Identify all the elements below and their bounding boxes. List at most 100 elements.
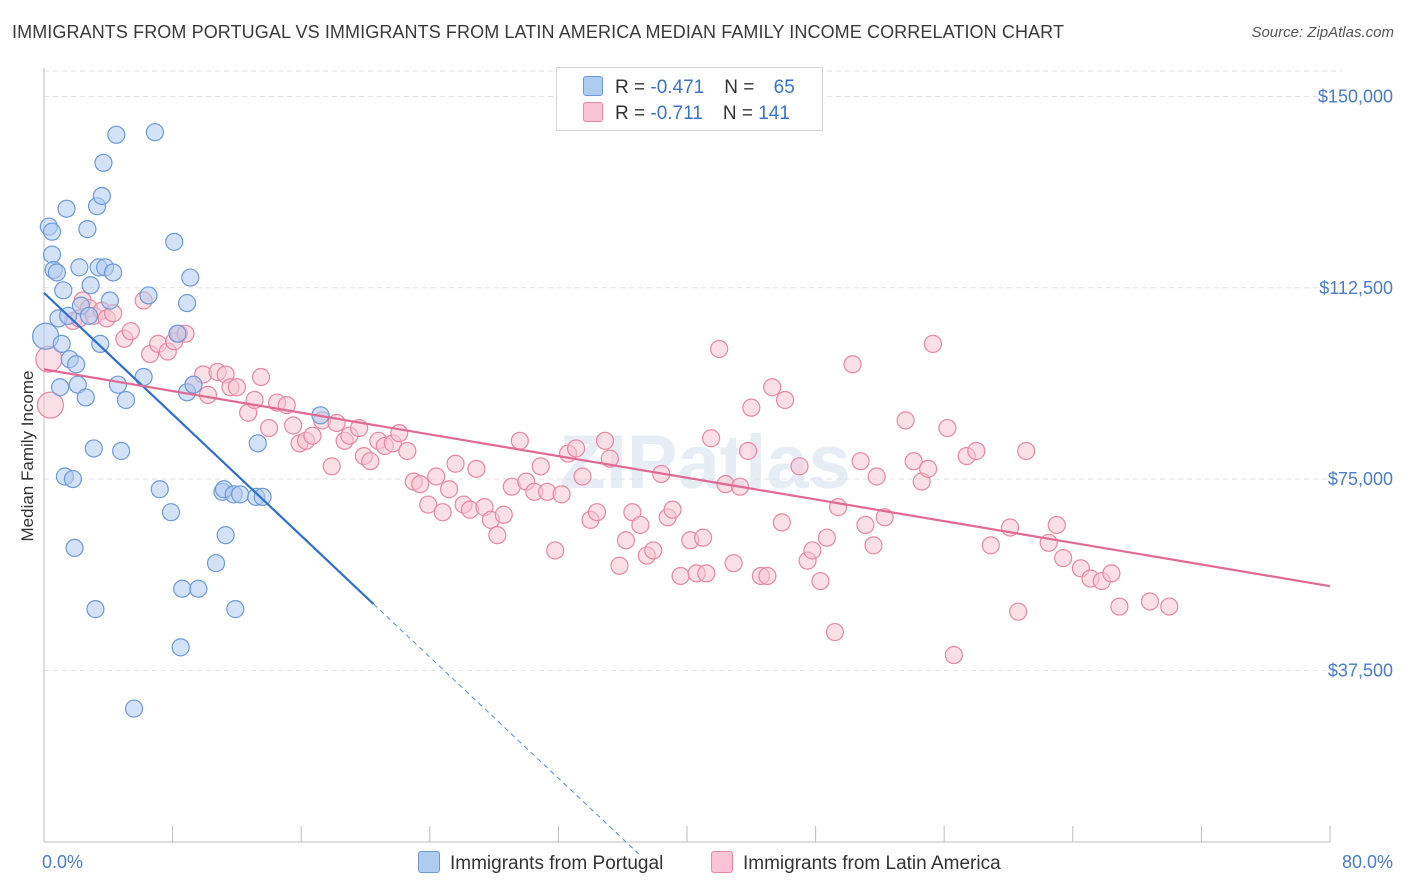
latin-america-point [923, 334, 943, 353]
latin-america-point [587, 503, 607, 522]
portugal-point [139, 286, 158, 305]
portugal-point [78, 220, 97, 239]
portugal-point [189, 579, 208, 598]
latin-america-point [510, 431, 529, 450]
latin-america-point [398, 441, 417, 461]
latin-america-point [1009, 602, 1028, 621]
latin-america-point [710, 339, 729, 359]
trend-lines [43, 292, 1331, 855]
portugal-point [134, 367, 153, 387]
latin-america-point [981, 536, 1000, 555]
series-legend-latin-america[interactable]: Immigrants from Latin America [711, 851, 1001, 875]
latin-america-point [817, 528, 836, 547]
latin-america-point [284, 416, 303, 435]
latin-america-point [875, 508, 894, 527]
latin-america-point [856, 515, 875, 535]
axes [43, 68, 1331, 843]
tick-labels: $37,500 $75,000 $112,500 $150,000 0.0% 80.0% [42, 87, 1393, 873]
latin-america-point [693, 528, 713, 547]
legend-n-label: N = [724, 77, 760, 98]
latin-america-point [600, 449, 619, 468]
series-swatch-latin-america [711, 851, 733, 873]
portugal-trend-extension [373, 603, 640, 855]
y-tick-label: $150,000 [1318, 87, 1393, 107]
latin-america-point [251, 367, 271, 387]
latin-america-point [488, 526, 507, 545]
y-tick-label: $37,500 [1328, 660, 1393, 680]
portugal-point [104, 263, 123, 282]
latin-america-point [790, 457, 809, 476]
portugal-point [84, 439, 103, 458]
latin-america-point [573, 467, 592, 486]
legend-row-latin-america: R = -0.711 N = 141 [583, 102, 790, 126]
latin-america-point [772, 513, 791, 532]
latin-america-point [843, 355, 862, 374]
chart-title: IMMIGRANTS FROM PORTUGAL VS IMMIGRANTS F… [12, 22, 1065, 42]
latin-america-point [944, 645, 963, 665]
y-axis-label: Median Family Income [18, 370, 37, 541]
portugal-point [112, 441, 131, 461]
latin-america-point [446, 454, 465, 473]
portugal-point [86, 600, 105, 619]
legend-n-value: 141 [758, 103, 790, 124]
portugal-point [150, 480, 169, 499]
portugal-point [92, 186, 111, 206]
portugal-point [231, 485, 250, 504]
portugal-point [54, 281, 73, 300]
series-swatch-portugal [418, 851, 440, 873]
portugal-point [184, 375, 203, 394]
latin-america-point [531, 457, 550, 476]
legend-r-value: -0.471 [650, 77, 705, 98]
portugal-point [67, 355, 86, 374]
series-label-portugal: Immigrants from Portugal [450, 853, 664, 874]
latin-america-point [742, 398, 761, 417]
portugal-point [248, 434, 267, 453]
series-legend-portugal[interactable]: Immigrants from Portugal [418, 851, 663, 875]
portugal-point [47, 263, 66, 282]
latin-america-point [1047, 515, 1066, 535]
y-tick-label: $112,500 [1319, 278, 1393, 298]
latin-america-point [811, 571, 830, 591]
latin-america-point [411, 475, 430, 494]
x-tick-label: 80.0% [1342, 852, 1393, 872]
series-legend: Immigrants from Portugal Immigrants from… [0, 851, 1406, 879]
portugal-point [181, 268, 200, 287]
latin-america-point [938, 418, 957, 438]
latin-america-point [1110, 597, 1129, 616]
latin-america-point [631, 515, 650, 535]
portugal-point [94, 153, 113, 172]
portugal-point [42, 222, 62, 241]
latin-america-point [552, 485, 571, 504]
latin-america-trend-line [43, 368, 1331, 588]
legend-n-value: 65 [773, 77, 795, 98]
portugal-point [79, 306, 99, 325]
portugal-point [57, 199, 76, 218]
latin-america-point [361, 452, 380, 471]
portugal-point [206, 554, 226, 573]
legend-r-label: R = [615, 77, 651, 98]
latin-america-point [1054, 549, 1073, 568]
latin-america-point [121, 322, 140, 341]
portugal-point [171, 638, 190, 657]
latin-america-point [644, 541, 663, 560]
latin-america-point [904, 452, 923, 471]
portugal-point [253, 487, 272, 507]
latin-america-point [433, 503, 452, 522]
latin-america-point [303, 426, 322, 445]
portugal-trend-line [43, 292, 375, 605]
latin-america-point [738, 441, 758, 461]
latin-america-point [427, 467, 446, 486]
portugal-point [100, 291, 120, 310]
latin-america-point [1140, 592, 1160, 611]
latin-america-point [803, 541, 822, 560]
legend-swatch-portugal [583, 76, 603, 96]
latin-america-point [919, 459, 938, 478]
latin-america-point [566, 439, 586, 458]
portugal-point [145, 123, 165, 142]
latin-america-point [546, 541, 565, 560]
latin-america-point [763, 378, 782, 397]
portugal-point [52, 334, 71, 353]
portugal-point [50, 378, 70, 397]
portugal-point [81, 276, 100, 295]
portugal-point [216, 526, 235, 545]
